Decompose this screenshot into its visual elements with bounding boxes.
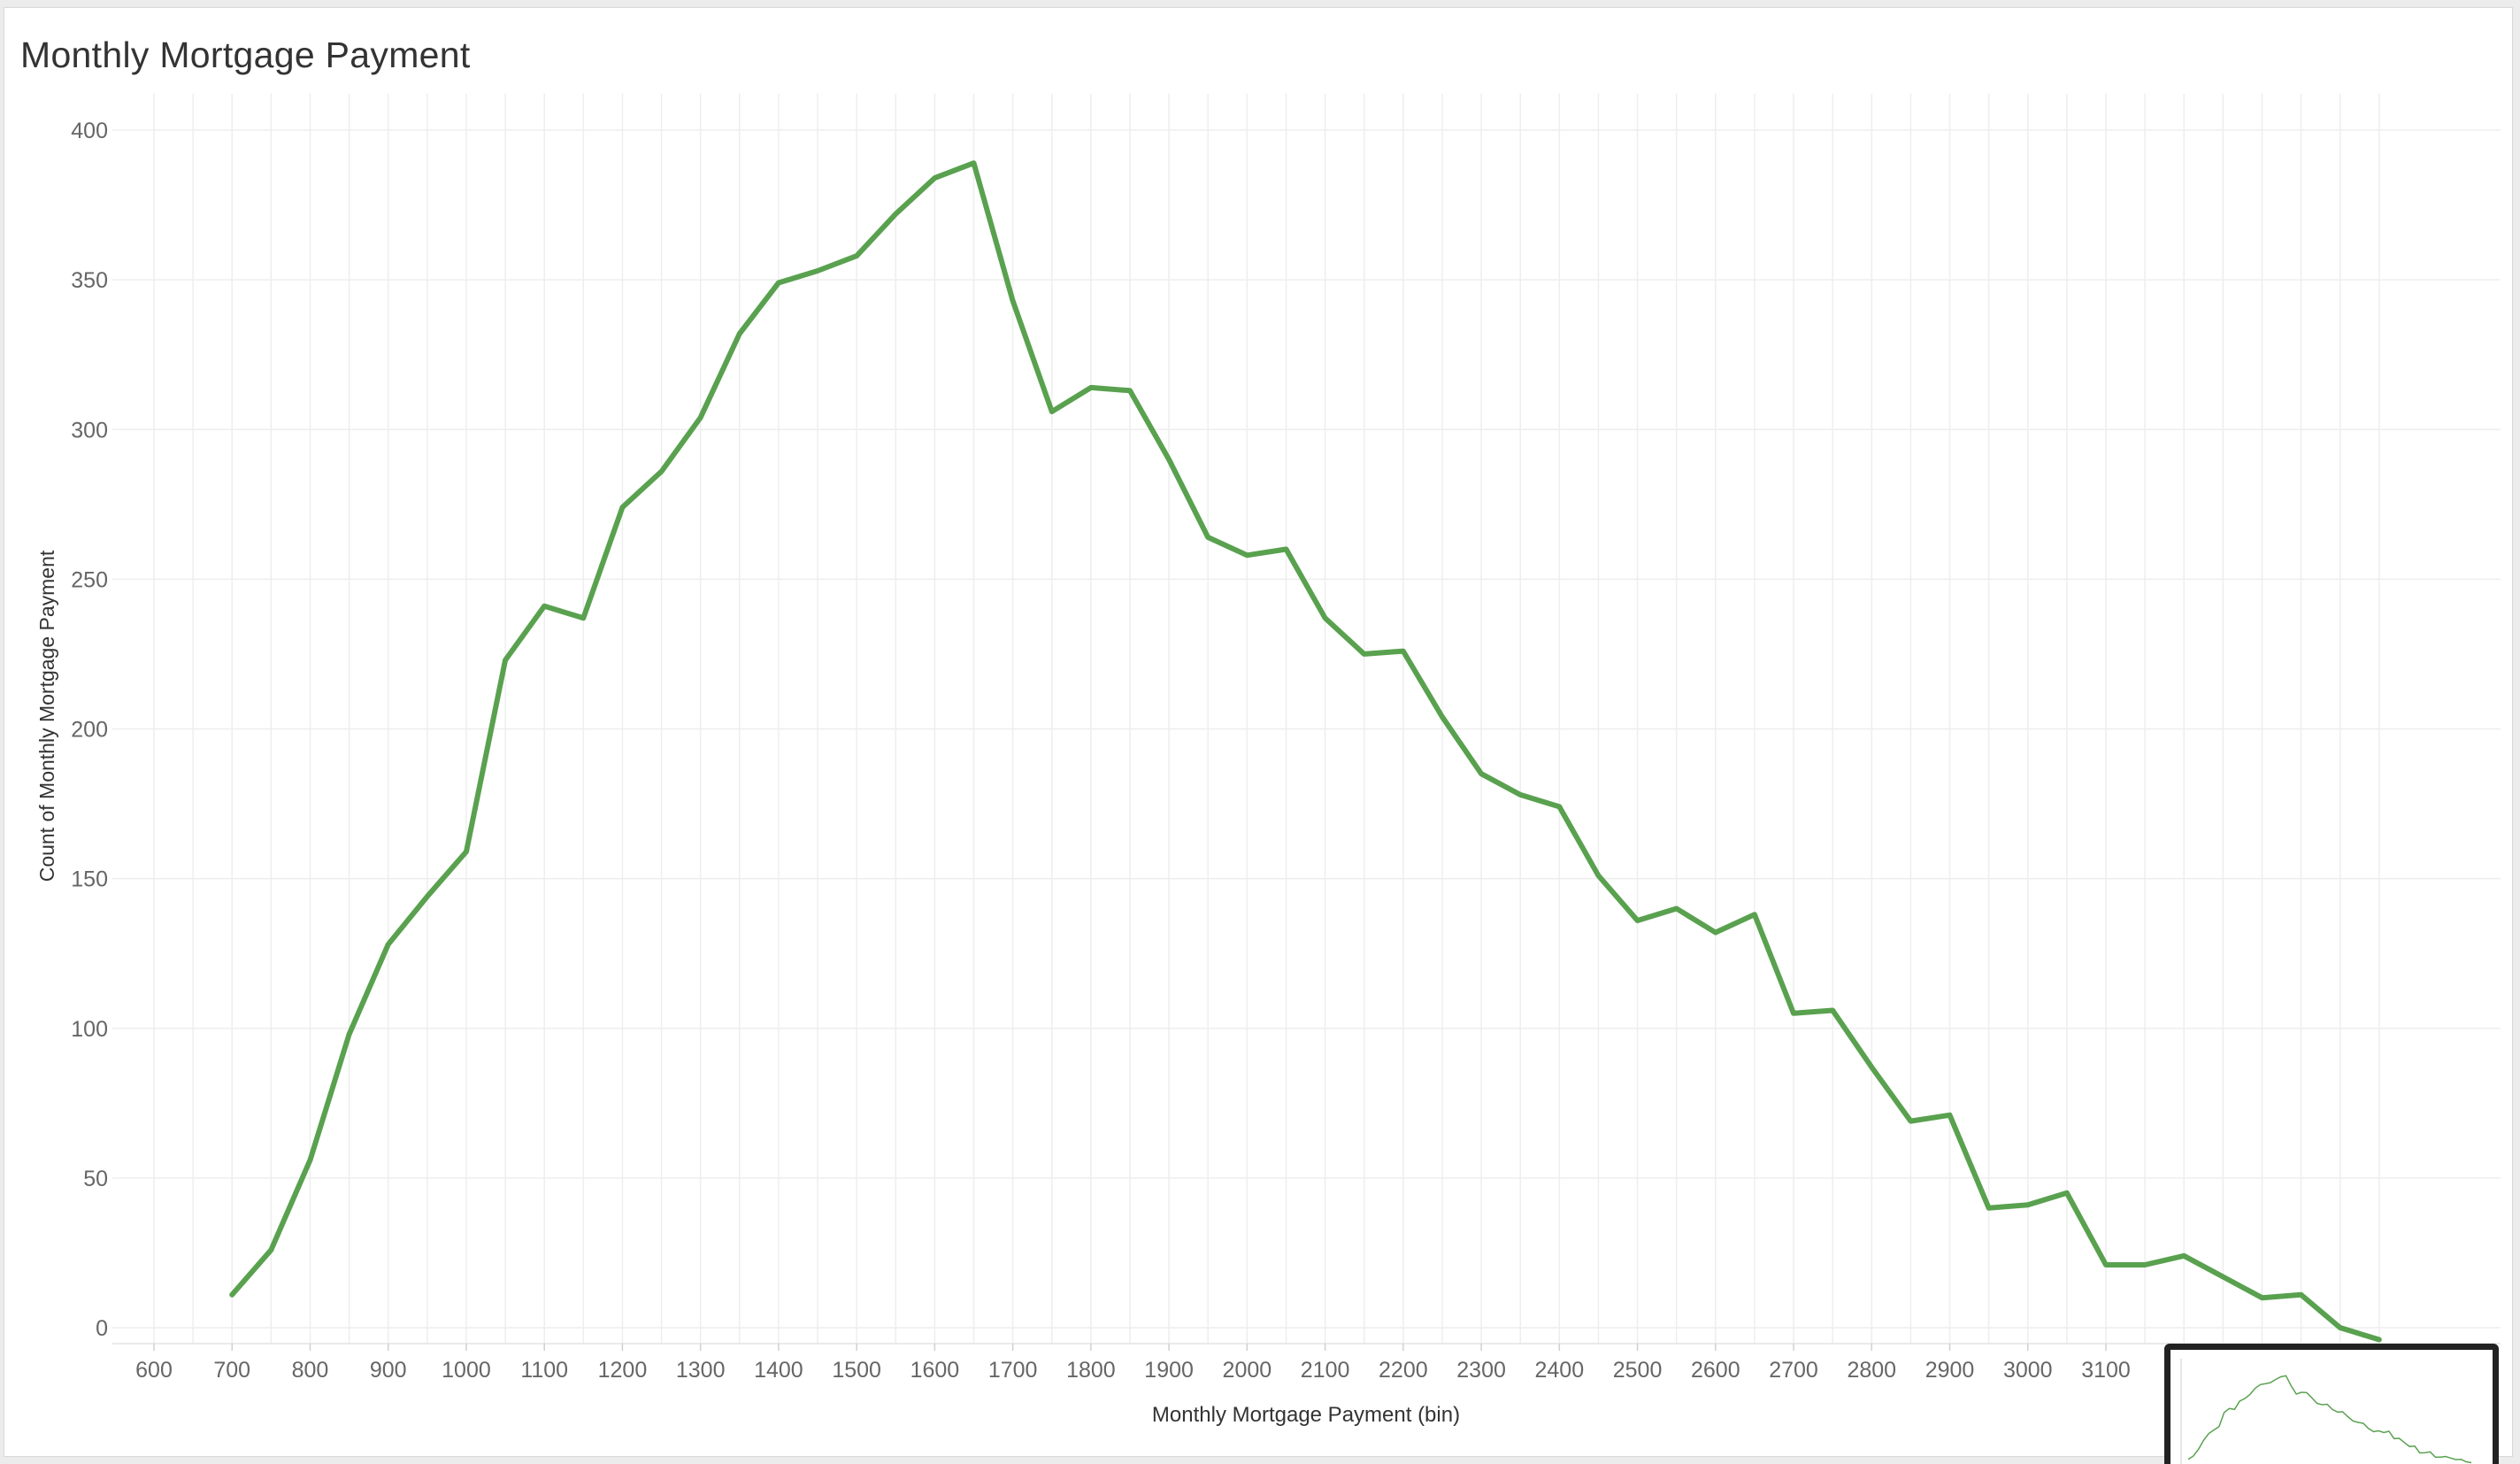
x-tick-label: 2100 — [1301, 1358, 1350, 1383]
x-tick-label: 700 — [213, 1358, 250, 1383]
y-tick-label: 400 — [71, 119, 108, 143]
x-tick-label: 1200 — [598, 1358, 648, 1383]
y-tick-label: 200 — [71, 718, 108, 743]
x-tick-label: 1700 — [988, 1358, 1038, 1383]
y-tick-label: 350 — [71, 268, 108, 293]
x-axis-label: Monthly Mortgage Payment (bin) — [1152, 1403, 1460, 1427]
x-tick-label: 600 — [135, 1358, 173, 1383]
x-tick-label: 3000 — [2003, 1358, 2053, 1383]
x-tick-label: 2400 — [1535, 1358, 1585, 1383]
y-tick-label: 300 — [71, 418, 108, 443]
series-line-0 — [229, 160, 2382, 1343]
x-tick-label: 1500 — [832, 1358, 881, 1383]
x-tick-label: 2900 — [1925, 1358, 1975, 1383]
series-group — [229, 160, 2382, 1343]
x-tick-label: 900 — [370, 1358, 407, 1383]
x-axis-ticks: 600 700 800 900 1000 1100 1200 1300 1400 1500 1600… — [135, 1344, 2131, 1383]
x-tick-label: 2300 — [1456, 1358, 1506, 1383]
x-tick-label: 2500 — [1613, 1358, 1663, 1383]
y-tick-label: 250 — [71, 567, 108, 592]
x-tick-label: 2700 — [1769, 1358, 1818, 1383]
x-tick-label: 1000 — [442, 1358, 491, 1383]
x-tick-label: 1600 — [910, 1358, 960, 1383]
minimap-line — [2180, 1359, 2472, 1464]
x-tick-label: 2600 — [1691, 1358, 1740, 1383]
y-tick-label: 100 — [71, 1017, 108, 1042]
x-tick-label: 800 — [292, 1358, 329, 1383]
x-tick-label: 2800 — [1847, 1358, 1896, 1383]
vertical-gridlines — [153, 94, 2380, 1344]
x-tick-label: 2200 — [1379, 1358, 1428, 1383]
x-tick-label: 3100 — [2081, 1358, 2131, 1383]
minimap-thumbnail[interactable] — [2164, 1344, 2499, 1464]
x-tick-label: 1800 — [1066, 1358, 1116, 1383]
chart-title: Monthly Mortgage Payment — [20, 35, 471, 75]
horizontal-gridlines — [112, 129, 2501, 1329]
y-tick-label: 0 — [96, 1316, 108, 1341]
x-tick-label: 1900 — [1144, 1358, 1194, 1383]
x-tick-label: 1300 — [676, 1358, 726, 1383]
y-axis-ticks: 0 50 100 150 200 250 300 350 400 — [71, 119, 108, 1341]
y-tick-label: 50 — [83, 1167, 108, 1191]
chart-panel: Monthly Mortgage Payment — [4, 7, 2513, 1457]
y-tick-label: 150 — [71, 867, 108, 892]
x-tick-label: 2000 — [1223, 1358, 1272, 1383]
x-tick-label: 1100 — [520, 1358, 568, 1383]
minimap-series-line — [2187, 1375, 2472, 1464]
y-axis-label: Count of Monthly Mortgage Payment — [35, 550, 58, 882]
x-tick-label: 1400 — [754, 1358, 803, 1383]
minimap-canvas — [2170, 1350, 2493, 1464]
